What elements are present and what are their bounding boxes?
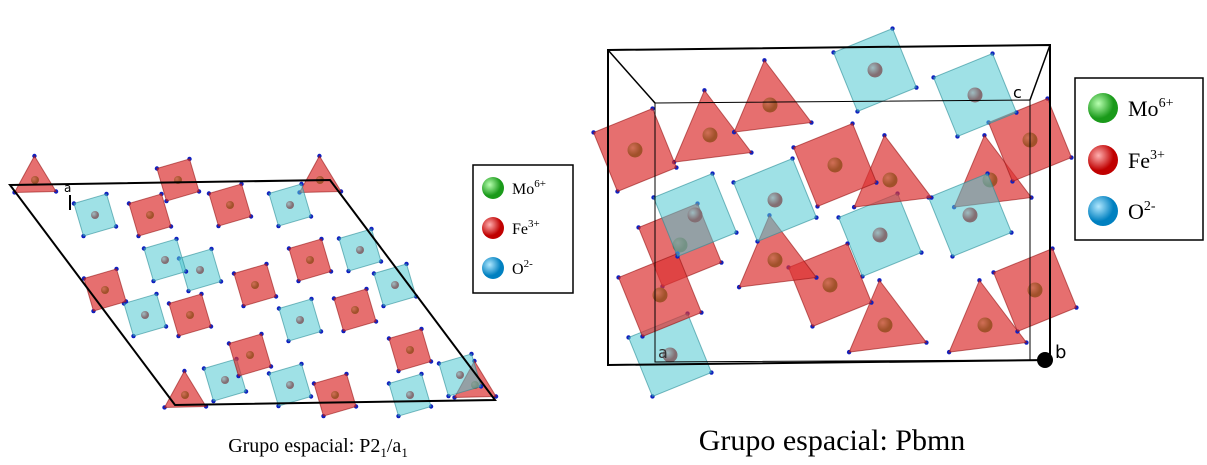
octahedron — [339, 229, 381, 271]
right-legend: Mo6+ Fe3+ O2- — [1075, 78, 1203, 240]
cell-edge — [608, 50, 655, 103]
charge: 3+ — [528, 218, 540, 230]
axis-origin — [1037, 352, 1053, 368]
octahedron — [389, 374, 431, 416]
tetrahedron — [289, 239, 331, 281]
charge: 2- — [1144, 199, 1156, 214]
tetrahedron — [165, 371, 207, 407]
tetrahedron — [209, 184, 251, 226]
subscript: 1 — [401, 445, 408, 460]
legend-swatch — [482, 177, 504, 199]
octahedron — [269, 364, 311, 406]
legend-swatch — [1088, 93, 1118, 123]
legend-swatch — [1088, 196, 1118, 226]
tetrahedron — [169, 294, 211, 336]
charge: 3+ — [1150, 148, 1165, 163]
octahedron — [279, 299, 321, 341]
right-structure: c a b — [591, 26, 1078, 398]
tetrahedron — [234, 264, 276, 306]
figure: a c a b Mo6+ Fe3+ O2- Mo6+ Fe3+ O2- Grup… — [0, 0, 1207, 465]
tetrahedron — [84, 269, 126, 311]
element: Fe — [512, 221, 528, 238]
caption: Grupo espacial: Pbmn — [699, 424, 966, 457]
caption: Grupo espacial: P21/a1 — [228, 435, 408, 460]
charge: 6+ — [534, 178, 546, 190]
tetrahedron — [314, 374, 356, 416]
octahedron — [144, 239, 186, 281]
element: O — [512, 261, 524, 278]
axis-label: a — [64, 181, 71, 195]
caption-text: /a — [387, 435, 402, 457]
octahedron — [834, 29, 917, 112]
legend-swatch — [1088, 145, 1118, 175]
tetrahedron — [734, 60, 811, 132]
element: Mo — [512, 181, 534, 198]
axis-label: a — [658, 343, 668, 362]
legend-swatch — [482, 217, 504, 239]
cell-edge — [1030, 45, 1050, 100]
charge: 2- — [524, 258, 534, 270]
charge: 6+ — [1159, 96, 1174, 111]
tetrahedron — [389, 329, 431, 371]
axis-label: b — [1055, 342, 1066, 363]
tetrahedron — [594, 109, 677, 192]
left-legend: Mo6+ Fe3+ O2- — [473, 165, 573, 293]
element: Fe — [1128, 148, 1150, 173]
element: Mo — [1128, 96, 1159, 121]
octahedron — [74, 194, 116, 236]
tetrahedron — [15, 156, 57, 192]
tetrahedron — [334, 289, 376, 331]
octahedron — [124, 294, 166, 336]
left-structure: a — [10, 154, 498, 418]
axis-label: c — [1013, 83, 1022, 102]
element: O — [1128, 199, 1144, 224]
legend-swatch — [482, 257, 504, 279]
caption-text: Grupo espacial: P2 — [228, 435, 380, 457]
